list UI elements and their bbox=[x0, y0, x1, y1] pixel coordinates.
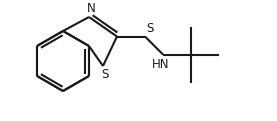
Text: HN: HN bbox=[152, 58, 170, 71]
Text: S: S bbox=[146, 22, 154, 35]
Text: N: N bbox=[87, 3, 95, 15]
Text: S: S bbox=[101, 68, 109, 80]
